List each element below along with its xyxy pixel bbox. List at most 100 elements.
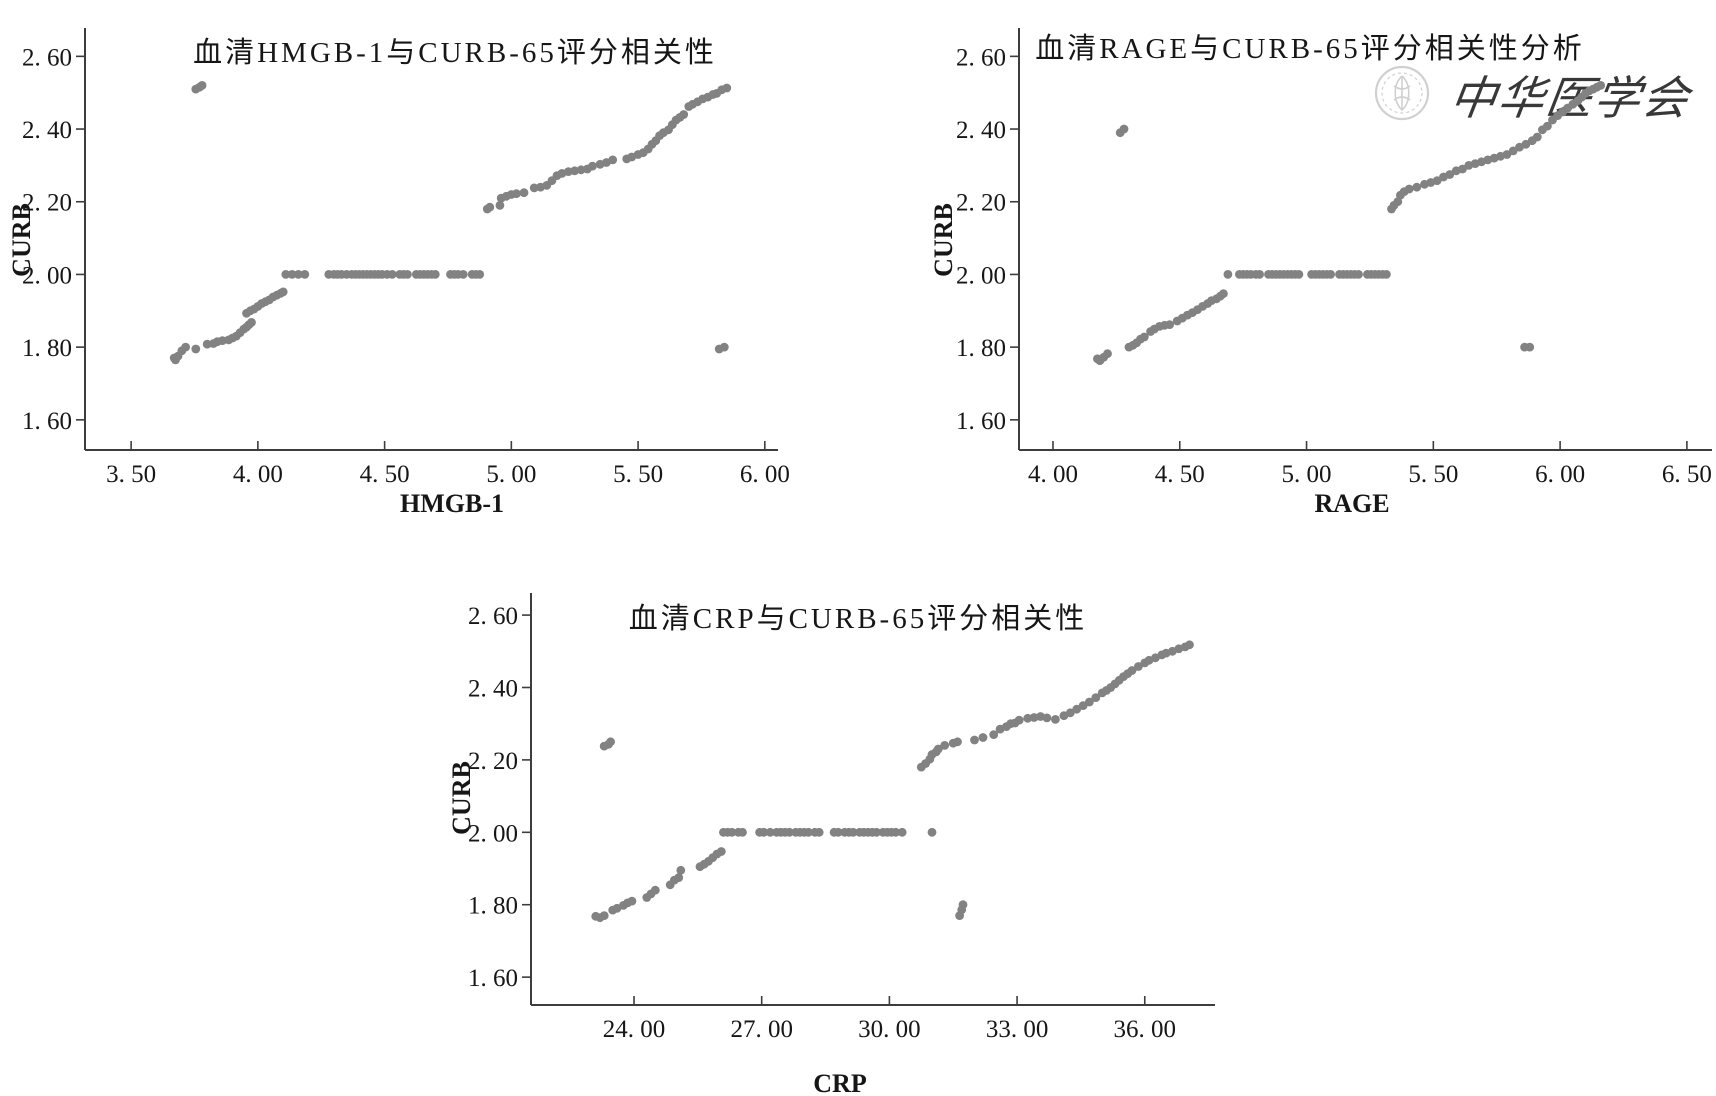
data-point xyxy=(716,847,726,856)
y-tick-label: 1. 60 xyxy=(468,965,518,992)
x-tick-label: 5. 00 xyxy=(486,461,536,488)
x-tick-label: 4. 50 xyxy=(360,461,410,488)
data-point xyxy=(804,827,813,837)
data-point xyxy=(1326,270,1335,279)
data-point xyxy=(989,730,999,739)
caduceus-seal-icon xyxy=(1374,65,1430,121)
data-point xyxy=(294,270,303,279)
y-tick-label: 2. 00 xyxy=(22,262,72,289)
data-point xyxy=(927,827,937,837)
x-tick-label: 6. 50 xyxy=(1662,461,1712,488)
data-point xyxy=(512,189,521,199)
y-tick-label: 2. 00 xyxy=(468,820,518,847)
y-tick-label: 2. 00 xyxy=(956,262,1006,289)
y-tick-label: 1. 80 xyxy=(22,335,72,362)
watermark-text: 中华医学会 xyxy=(1447,73,1697,124)
x-tick-label: 5. 50 xyxy=(613,461,663,488)
y-axis-label: CURB xyxy=(929,203,958,277)
data-point xyxy=(588,161,597,171)
y-tick-label: 2. 60 xyxy=(468,603,518,630)
x-tick-label: 6. 00 xyxy=(740,461,790,488)
x-axis-label: HMGB-1 xyxy=(400,489,504,518)
chart-title: 血清RAGE与CURB-65评分相关性分析 xyxy=(1035,32,1585,65)
y-axis-label: CURB xyxy=(447,761,476,835)
caduceus-seal-icon xyxy=(1393,75,1411,112)
y-tick-label: 2. 40 xyxy=(468,675,518,702)
data-point xyxy=(978,733,988,742)
data-point xyxy=(475,270,485,279)
chart-crp: 24. 00 27. 00 30. 00 33. 00 36. 00 1. 60 1. 80… xyxy=(447,593,1215,1096)
data-point xyxy=(247,318,256,327)
y-tick-label: 1. 60 xyxy=(956,408,1006,435)
data-point xyxy=(458,270,468,279)
y-tick-label: 1. 80 xyxy=(468,893,518,920)
data-point xyxy=(1127,666,1137,675)
data-point xyxy=(1103,349,1112,359)
y-tick-label: 2. 20 xyxy=(468,748,518,775)
x-tick-label: 5. 00 xyxy=(1282,461,1332,488)
chinese-medical-association-watermark: 中华医学会 xyxy=(1374,65,1697,124)
data-point xyxy=(1354,270,1363,279)
chart-rage: 4. 00 4. 50 5. 00 5. 50 6. 00 6. 50 1. 60 1. 80… xyxy=(929,28,1712,518)
x-tick-label: 3. 50 xyxy=(106,461,156,488)
data-point xyxy=(872,827,881,837)
data-point xyxy=(495,201,505,210)
y-tick-label: 2. 60 xyxy=(22,44,72,71)
y-tick-label: 2. 40 xyxy=(956,117,1006,144)
data-point xyxy=(727,827,737,837)
y-axis-label: CURB xyxy=(7,203,36,277)
x-tick-label: 6. 00 xyxy=(1535,461,1585,488)
data-point xyxy=(719,342,729,352)
data-point xyxy=(1432,176,1442,186)
x-tick-label: 30. 00 xyxy=(858,1016,921,1043)
data-point xyxy=(181,342,191,352)
data-point xyxy=(519,188,529,198)
x-tick-label: 24. 00 xyxy=(603,1016,666,1043)
x-tick-label: 4. 00 xyxy=(1028,461,1078,488)
chart-hmgb1: 3. 50 4. 00 4. 50 5. 00 5. 50 6. 00 1. 60 1. 80… xyxy=(7,28,790,518)
y-tick-label: 2. 20 xyxy=(22,190,72,217)
data-point xyxy=(814,827,824,837)
y-tick-label: 1. 60 xyxy=(22,408,72,435)
data-point xyxy=(278,287,288,297)
data-point xyxy=(1255,270,1264,279)
data-point xyxy=(676,865,686,875)
chart-title: 血清HMGB-1与CURB-65评分相关性 xyxy=(193,36,717,69)
chart-title: 血清CRP与CURB-65评分相关性 xyxy=(629,602,1087,635)
data-point xyxy=(1119,124,1129,134)
x-tick-label: 36. 00 xyxy=(1114,1016,1177,1043)
data-point xyxy=(891,827,901,837)
data-point xyxy=(1294,270,1304,279)
data-point xyxy=(1134,662,1143,671)
data-point xyxy=(759,827,769,837)
data-point xyxy=(785,827,794,837)
data-point xyxy=(1223,270,1233,279)
data-point xyxy=(1014,715,1024,725)
data-point xyxy=(599,911,609,920)
data-point xyxy=(485,202,495,212)
data-point xyxy=(897,827,907,837)
data-point xyxy=(608,155,618,165)
x-tick-label: 33. 00 xyxy=(986,1016,1049,1043)
x-axis-label: CRP xyxy=(813,1069,867,1096)
data-point xyxy=(679,110,689,119)
data-point xyxy=(1382,270,1391,279)
data-point xyxy=(1445,170,1455,179)
data-point xyxy=(1165,320,1174,329)
data-point xyxy=(606,737,615,747)
caduceus-seal-icon xyxy=(1381,72,1423,114)
data-point xyxy=(940,741,950,750)
data-point xyxy=(933,744,943,754)
data-point xyxy=(1185,640,1194,650)
data-point xyxy=(738,827,747,837)
data-point xyxy=(430,270,440,279)
data-point xyxy=(1596,81,1606,90)
scatter-points xyxy=(1093,81,1606,365)
data-point xyxy=(197,81,207,90)
data-point xyxy=(387,270,397,279)
x-tick-label: 5. 50 xyxy=(1408,461,1458,488)
data-point xyxy=(1023,713,1033,723)
x-tick-label: 4. 50 xyxy=(1155,461,1205,488)
